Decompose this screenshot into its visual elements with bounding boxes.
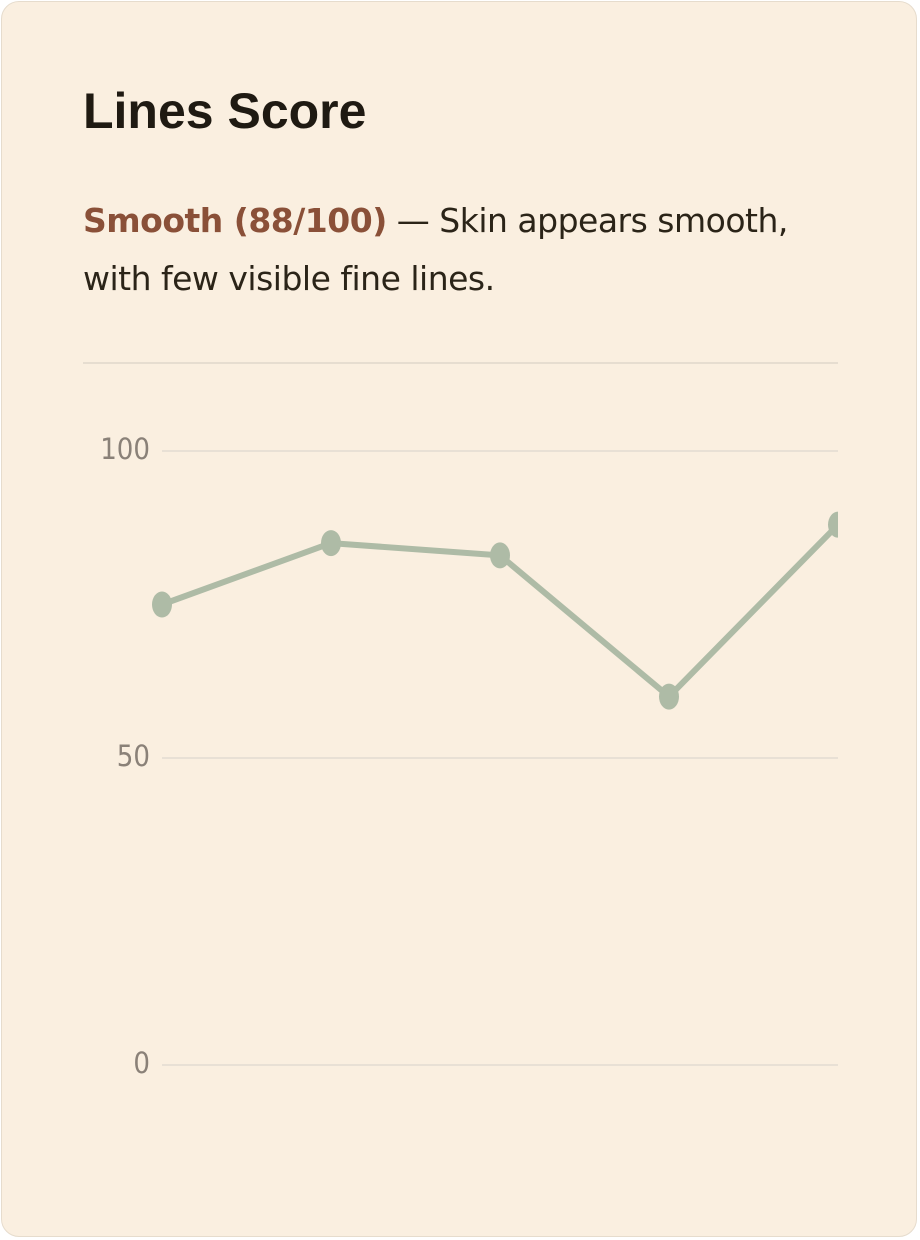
point bbox=[321, 530, 341, 557]
y-tick-label: 100 bbox=[100, 432, 150, 466]
point bbox=[659, 683, 679, 710]
y-tick-label: 50 bbox=[117, 739, 150, 773]
description: Smooth (88/100) — Skin appears smooth, w… bbox=[83, 192, 853, 308]
description-text: — Skin appears smooth, with few visible … bbox=[83, 201, 788, 298]
point bbox=[152, 591, 172, 618]
point bbox=[490, 542, 510, 569]
y-tick-label: 0 bbox=[133, 1046, 150, 1080]
card-title: Lines Score bbox=[83, 83, 367, 139]
score-label: Smooth (88/100) bbox=[83, 201, 387, 240]
point bbox=[828, 511, 838, 538]
